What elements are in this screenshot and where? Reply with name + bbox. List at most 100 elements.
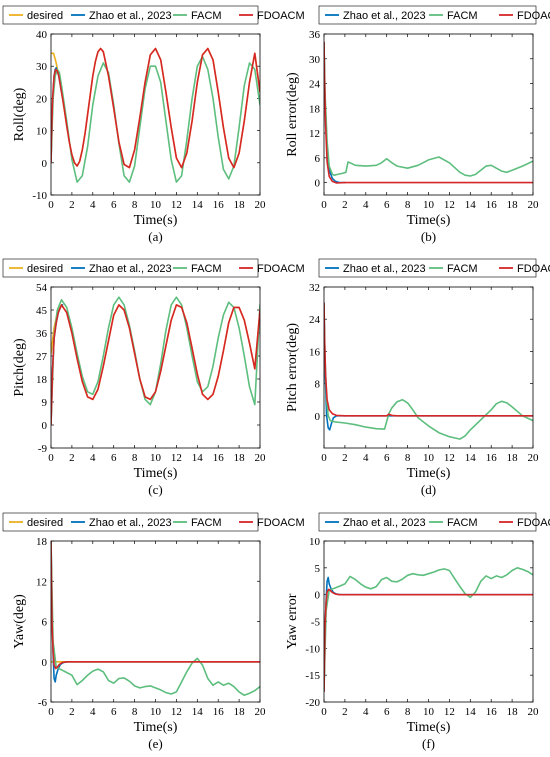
y-tick-label: -9 [38,443,48,455]
y-axis-label: Yaw error [285,593,300,649]
x-tick-label: 14 [465,199,477,211]
x-tick-label: 10 [423,199,435,211]
series-line-fdoacm [324,302,533,417]
series-line-facm [51,296,260,426]
x-tick-label: 14 [465,706,477,718]
legend-entry: FACM [447,263,478,275]
y-tick-label: 40 [36,29,48,41]
x-tick-label: 10 [150,452,162,464]
y-tick-label: 5 [315,563,321,575]
x-tick-label: 8 [405,706,411,718]
y-tick-label: 0 [315,411,321,423]
y-tick-label: 12 [36,576,47,588]
x-tick-label: 6 [111,452,117,464]
y-tick-label: 6 [42,617,48,629]
x-tick-label: 20 [528,706,540,718]
legend-box [2,5,259,25]
legend-box [2,512,259,532]
y-tick-label: -15 [305,670,320,682]
plot-frame [323,286,534,449]
y-tick-label: -10 [305,643,320,655]
x-tick-label: 0 [48,199,54,211]
subfigure-label: (b) [421,229,436,244]
y-tick-label: 20 [36,93,48,105]
legend-box [2,258,259,278]
plot-frame [323,33,534,196]
y-axis-label: Yaw(deg) [12,594,27,649]
x-tick-label: 8 [132,452,138,464]
legend-entry: desired [27,263,63,275]
x-tick-label: 8 [405,452,411,464]
legend-entry: FACM [191,517,222,529]
y-tick-label: 30 [309,54,321,66]
legend-entry: FDOACM [517,263,550,275]
x-tick-label: 0 [321,452,327,464]
x-tick-label: 18 [234,452,246,464]
y-tick-label: 10 [36,126,48,138]
x-tick-label: 18 [234,199,246,211]
legend-entry: FACM [191,263,222,275]
legend-entry: Zhao et al., 2023 [343,263,426,275]
plot-frame [50,33,261,196]
legend-entry: FDOACM [257,263,305,275]
x-tick-label: 2 [69,706,75,718]
subfigure-label: (e) [148,736,162,751]
x-tick-label: 16 [213,452,225,464]
y-tick-label: 36 [36,328,48,340]
legend-entry: FDOACM [517,10,550,22]
legend-entry: FDOACM [257,10,305,22]
series-line-facm [324,302,533,440]
x-tick-label: 8 [405,199,411,211]
y-tick-label: 0 [42,657,48,669]
x-tick-label: 0 [48,706,54,718]
x-tick-label: 12 [171,706,182,718]
subfigure-label: (f) [422,736,435,751]
x-tick-label: 4 [90,199,96,211]
chart-panel-a: 0 2 4 6 8 10 12 14 16 18 20-10010203040Time(s)Roll… [2,5,305,244]
legend: Zhao et al., 2023 FACM FDOACM [318,5,550,25]
x-tick-label: 2 [69,452,75,464]
x-tick-label: 8 [132,199,138,211]
y-tick-label: -20 [305,697,320,709]
legend-entry: FACM [191,10,222,22]
y-tick-label: 24 [309,314,321,326]
y-axis-label: Roll(deg) [12,87,27,141]
x-tick-label: 4 [363,452,369,464]
plot-frame [323,540,534,703]
legend-entry: FACM [447,10,478,22]
legend-entry: Zhao et al., 2023 [343,10,426,22]
y-tick-label: -6 [38,697,48,709]
x-tick-label: 6 [384,199,390,211]
x-tick-label: 12 [171,199,182,211]
x-tick-label: 20 [255,199,267,211]
series-line-fdoacm [324,41,533,184]
y-tick-label: 12 [309,128,320,140]
x-tick-label: 12 [171,452,182,464]
y-tick-label: -5 [311,617,321,629]
x-tick-label: 10 [150,199,162,211]
x-axis-label: Time(s) [407,466,451,481]
x-tick-label: 12 [444,452,455,464]
x-tick-label: 10 [423,452,435,464]
series-group [324,41,533,184]
series-line-facm [324,41,533,177]
series-group [324,302,533,440]
y-tick-label: 18 [309,103,321,115]
x-tick-label: 8 [132,706,138,718]
series-line-facm [51,55,260,183]
y-tick-label: 36 [309,29,321,41]
legend-entry: FDOACM [257,517,305,529]
x-tick-label: 14 [192,706,204,718]
series-line-zhao [51,541,260,683]
series-line-desired [51,304,260,401]
subfigure-label: (d) [421,482,436,497]
y-tick-label: 0 [42,420,48,432]
legend: desired Zhao et al., 2023 FACM FDOACM [2,512,305,532]
series-group [51,296,260,426]
legend-box [318,512,537,532]
y-tick-label: 27 [36,351,48,363]
y-tick-label: 0 [315,178,321,190]
y-axis-label: Pitch(deg) [12,338,27,397]
x-tick-label: 6 [384,706,390,718]
y-tick-label: 32 [309,282,320,294]
